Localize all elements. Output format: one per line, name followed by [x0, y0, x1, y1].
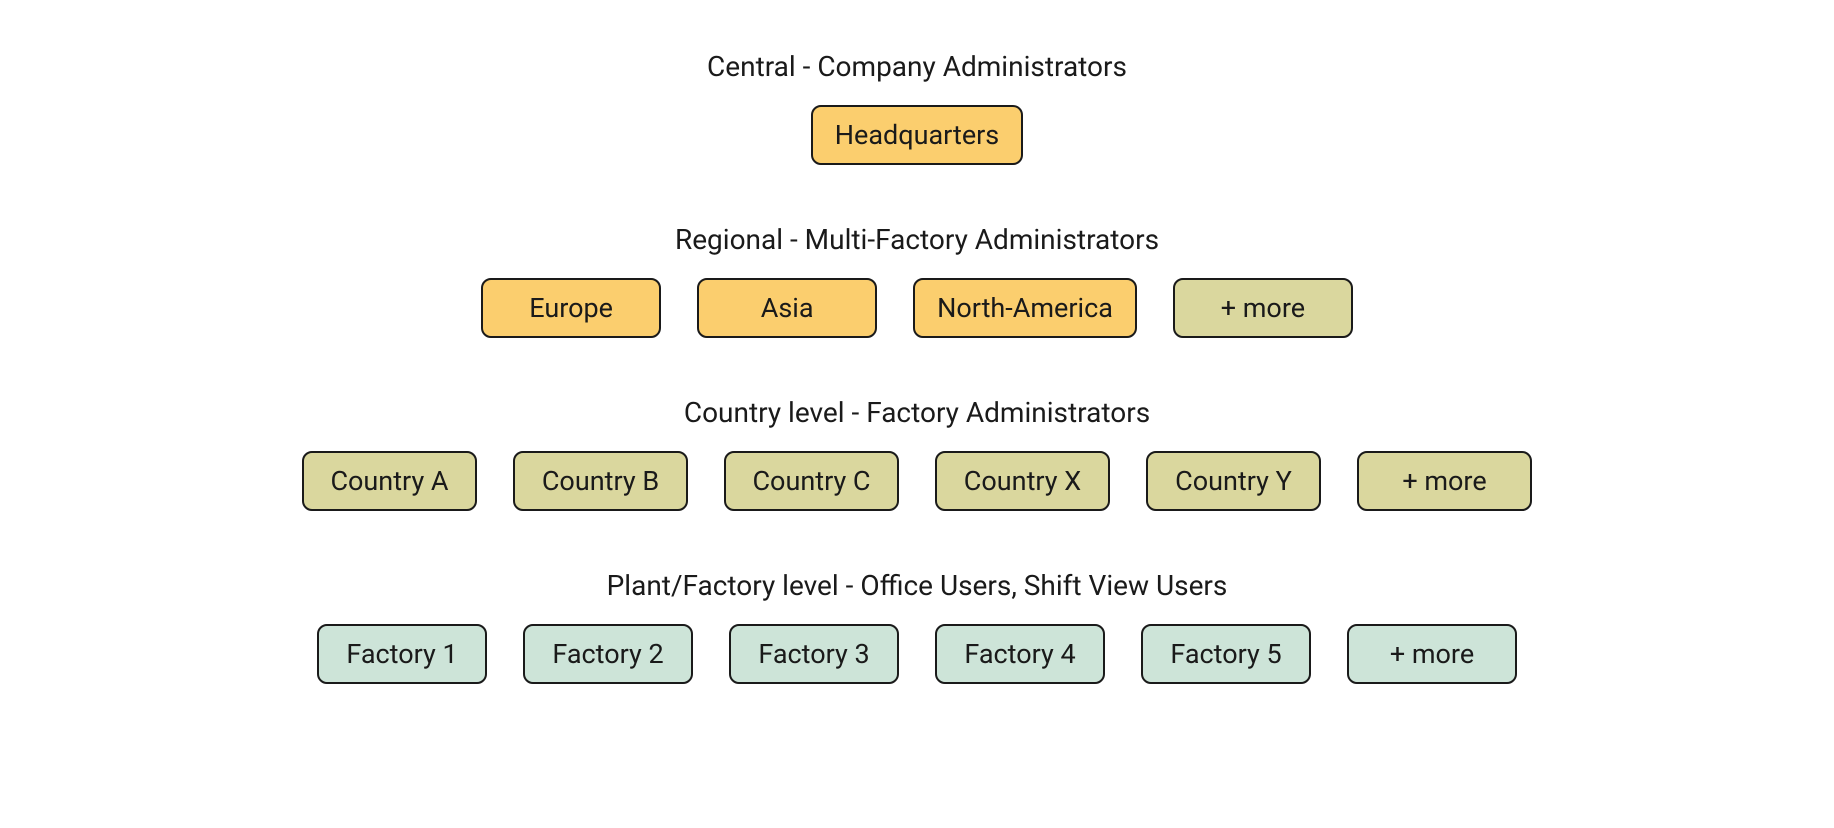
hierarchy-node: Factory 4 [935, 624, 1105, 684]
hierarchy-node: Country A [302, 451, 477, 511]
hierarchy-node: North-America [913, 278, 1137, 338]
hierarchy-node: + more [1347, 624, 1517, 684]
tier-nodes: Europe Asia North-America + more [481, 278, 1353, 338]
tier-nodes: Factory 1 Factory 2 Factory 3 Factory 4 Fact… [317, 624, 1517, 684]
hierarchy-node: Europe [481, 278, 661, 338]
hierarchy-node: Factory 5 [1141, 624, 1311, 684]
hierarchy-node: Factory 2 [523, 624, 693, 684]
tier-title: Country level - Factory Administrators [684, 396, 1150, 429]
tier-1: Regional - Multi-Factory Administrators E… [0, 223, 1834, 338]
tier-title: Regional - Multi-Factory Administrators [675, 223, 1159, 256]
hierarchy-node: Factory 1 [317, 624, 487, 684]
hierarchy-node: Factory 3 [729, 624, 899, 684]
hierarchy-node: + more [1173, 278, 1353, 338]
tier-3: Plant/Factory level - Office Users, Shif… [0, 569, 1834, 684]
tier-nodes: Country A Country B Country C Country X Coun… [302, 451, 1532, 511]
hierarchy-node: Country B [513, 451, 688, 511]
hierarchy-node: Country X [935, 451, 1110, 511]
hierarchy-node: Country Y [1146, 451, 1321, 511]
tier-0: Central - Company Administrators Headquar… [0, 50, 1834, 165]
tier-title: Central - Company Administrators [707, 50, 1127, 83]
tier-title: Plant/Factory level - Office Users, Shif… [607, 569, 1228, 602]
hierarchy-node: Asia [697, 278, 877, 338]
tier-nodes: Headquarters [811, 105, 1023, 165]
hierarchy-node: Headquarters [811, 105, 1023, 165]
hierarchy-node: + more [1357, 451, 1532, 511]
tier-2: Country level - Factory Administrators Co… [0, 396, 1834, 511]
hierarchy-node: Country C [724, 451, 899, 511]
hierarchy-diagram: Central - Company Administrators Headquar… [0, 50, 1834, 684]
